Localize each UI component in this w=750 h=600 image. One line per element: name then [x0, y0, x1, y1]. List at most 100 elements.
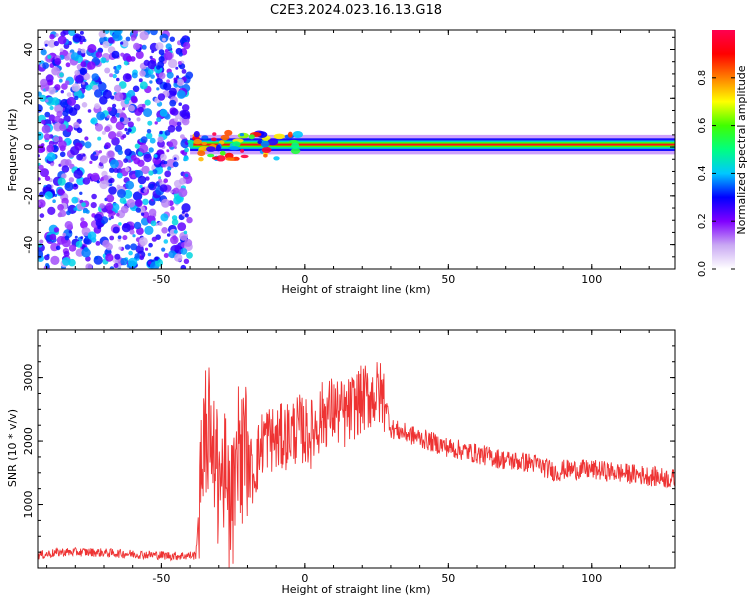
- noise-blob: [154, 121, 158, 125]
- noise-blob: [48, 114, 56, 121]
- noise-blob: [79, 67, 88, 76]
- noise-blob: [163, 82, 172, 91]
- noise-blob: [182, 41, 191, 50]
- noise-blob: [172, 161, 179, 168]
- noise-blob: [44, 43, 48, 47]
- noise-blob: [132, 191, 143, 201]
- noise-blob: [38, 199, 46, 208]
- spectrogram-marks: [38, 30, 675, 269]
- noise-blob: [134, 143, 140, 149]
- noise-blob: [158, 178, 163, 183]
- noise-blob: [178, 187, 188, 198]
- noise-blob: [114, 69, 120, 75]
- signal-blob: [212, 132, 217, 136]
- noise-blob: [168, 250, 177, 259]
- signal-blob: [228, 146, 241, 151]
- noise-blob: [82, 153, 86, 157]
- noise-blob: [178, 52, 183, 57]
- noise-blob: [58, 78, 63, 83]
- noise-blob: [52, 199, 56, 203]
- snr-y-axis-label: SNR (10 * v/v): [6, 409, 19, 487]
- noise-blob: [139, 237, 148, 246]
- signal-blob: [206, 146, 216, 152]
- noise-blob: [41, 119, 46, 125]
- noise-blob: [139, 184, 143, 189]
- noise-blob: [66, 96, 77, 106]
- noise-blob: [112, 226, 120, 234]
- noise-blob: [81, 202, 86, 208]
- spectrogram-frame: [37, 29, 676, 270]
- noise-blob: [85, 84, 92, 91]
- noise-blob: [80, 48, 86, 54]
- noise-blob: [121, 40, 129, 48]
- noise-blob: [162, 37, 166, 42]
- noise-blob: [166, 149, 170, 153]
- noise-blob: [64, 80, 70, 86]
- spectrogram-x-axis-label: Height of straight line (km): [281, 283, 430, 296]
- noise-blob: [45, 99, 49, 103]
- noise-blob: [105, 202, 114, 211]
- x-tick-label: 100: [581, 273, 602, 286]
- colorbar-tick-label: 0.4: [697, 165, 708, 181]
- noise-blob: [180, 150, 185, 155]
- signal-blob: [197, 150, 206, 157]
- noise-blob: [109, 266, 115, 269]
- signal-blob: [193, 131, 200, 138]
- noise-blob: [166, 233, 171, 237]
- noise-blob: [98, 80, 103, 85]
- noise-blob: [173, 229, 178, 234]
- colorbar-label: Normalized spectral amplitude: [735, 65, 748, 234]
- noise-blob: [94, 213, 103, 222]
- noise-blob: [135, 245, 144, 254]
- noise-blob: [155, 77, 163, 85]
- noise-blob: [79, 30, 84, 35]
- noise-blob: [93, 151, 97, 155]
- noise-blob: [45, 263, 50, 267]
- noise-blob: [151, 50, 155, 54]
- noise-blob: [59, 72, 64, 78]
- noise-blob: [68, 177, 75, 183]
- signal-blob: [239, 133, 245, 137]
- noise-blob: [80, 61, 87, 68]
- noise-blob: [54, 58, 62, 65]
- noise-blob: [158, 56, 165, 63]
- noise-blob: [46, 152, 56, 162]
- noise-blob: [39, 239, 44, 244]
- noise-blob: [100, 216, 109, 224]
- noise-blob: [55, 245, 61, 251]
- noise-blob: [132, 234, 136, 238]
- noise-blob: [164, 170, 172, 178]
- noise-blob: [57, 188, 65, 196]
- noise-blob: [158, 72, 166, 80]
- signal-blob: [261, 146, 272, 154]
- noise-blob: [123, 60, 129, 66]
- noise-blob: [109, 73, 114, 78]
- noise-blob: [157, 136, 164, 143]
- noise-blob: [106, 115, 111, 119]
- noise-blob: [62, 30, 70, 35]
- x-tick-label: 0: [301, 273, 308, 286]
- noise-blob: [110, 202, 120, 212]
- noise-blob: [156, 117, 162, 123]
- noise-blob: [108, 186, 117, 195]
- x-tick-label: -50: [152, 572, 170, 585]
- y-tick-label: 20: [22, 91, 35, 105]
- noise-blob: [95, 51, 103, 58]
- noise-blob: [138, 78, 143, 83]
- noise-blob: [57, 204, 64, 211]
- noise-blob: [166, 71, 174, 79]
- noise-blob: [156, 65, 161, 70]
- noise-blob: [170, 190, 174, 194]
- noise-blob: [98, 30, 106, 38]
- noise-blob: [61, 173, 67, 179]
- noise-blob: [163, 160, 168, 165]
- noise-blob: [148, 261, 152, 265]
- noise-blob: [61, 165, 70, 173]
- noise-blob: [97, 136, 102, 141]
- noise-blob: [126, 198, 136, 208]
- signal-blob: [220, 134, 230, 141]
- noise-blob: [153, 154, 158, 158]
- noise-blob: [38, 177, 41, 181]
- noise-blob: [45, 96, 55, 106]
